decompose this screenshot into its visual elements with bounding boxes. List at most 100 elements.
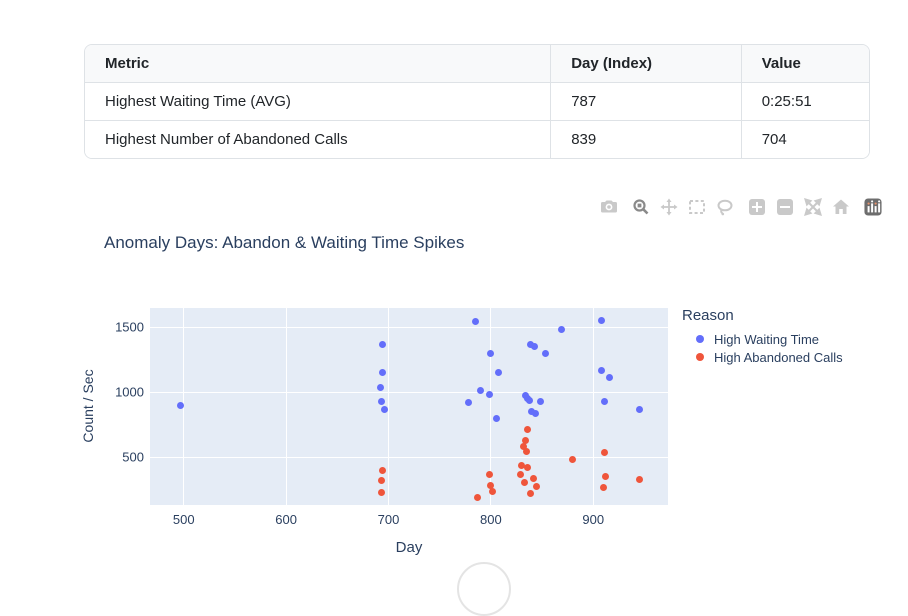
scatter-point-abandoned[interactable] <box>569 455 577 463</box>
scatter-point-waiting[interactable] <box>558 325 566 333</box>
table-row: Highest Number of Abandoned Calls 839 70… <box>85 119 869 158</box>
loading-arc <box>457 562 511 616</box>
lasso-select-button[interactable] <box>716 198 734 216</box>
scatter-point-abandoned[interactable] <box>533 483 541 491</box>
y-tick-label: 1500 <box>115 319 144 335</box>
cell-metric: Highest Number of Abandoned Calls <box>85 119 552 158</box>
scatter-point-waiting[interactable] <box>597 366 605 374</box>
scatter-point-abandoned[interactable] <box>530 474 538 482</box>
x-tick-label: 800 <box>480 512 502 527</box>
scatter-point-abandoned[interactable] <box>518 461 526 469</box>
scatter-point-abandoned[interactable] <box>635 475 643 483</box>
magnifier-icon <box>633 199 649 215</box>
autoscale-button[interactable] <box>804 198 822 216</box>
legend-marker-red <box>696 353 704 361</box>
box-select-icon <box>689 200 705 214</box>
scatter-point-waiting[interactable] <box>378 340 386 348</box>
zoom-out-button[interactable] <box>776 198 794 216</box>
y-axis-title: Count / Sec <box>80 369 96 443</box>
scatter-point-waiting[interactable] <box>380 405 388 413</box>
gridline-x-600 <box>285 308 287 505</box>
x-tick-label: 500 <box>172 512 195 527</box>
zoom-button[interactable] <box>632 198 650 216</box>
cell-metric: Highest Waiting Time (AVG) <box>85 81 552 121</box>
scatter-point-waiting[interactable] <box>528 407 536 415</box>
scatter-point-abandoned[interactable] <box>486 470 494 478</box>
scatter-point-waiting[interactable] <box>494 369 502 377</box>
scatter-point-waiting[interactable] <box>378 369 386 377</box>
metrics-table: Metric Day (Index) Value Highest Waiting… <box>84 44 870 159</box>
camera-icon <box>601 200 617 213</box>
scatter-point-abandoned[interactable] <box>489 487 497 495</box>
scatter-point-abandoned[interactable] <box>523 447 531 455</box>
pan-arrows-icon <box>660 198 678 216</box>
scatter-point-waiting[interactable] <box>527 341 535 349</box>
scatter-point-waiting[interactable] <box>477 387 485 395</box>
scatter-point-waiting[interactable] <box>486 391 494 399</box>
x-tick-label: 700 <box>377 512 400 527</box>
legend-item-high-waiting-time[interactable]: High Waiting Time <box>682 330 843 348</box>
box-select-button[interactable] <box>688 198 706 216</box>
cell-value: 704 <box>740 119 869 158</box>
scatter-point-abandoned[interactable] <box>527 490 535 498</box>
scatter-point-waiting[interactable] <box>526 396 534 404</box>
scatter-point-waiting[interactable] <box>464 398 472 406</box>
scatter-point-waiting[interactable] <box>492 414 500 422</box>
legend-marker-blue <box>696 335 704 343</box>
legend-label: High Abandoned Calls <box>714 349 843 365</box>
col-header-day: Day (Index) <box>550 45 742 83</box>
scatter-point-abandoned[interactable] <box>602 473 610 481</box>
scatter-point-waiting[interactable] <box>635 406 643 414</box>
scatter-point-abandoned[interactable] <box>524 426 532 434</box>
scatter-point-abandoned[interactable] <box>601 449 609 457</box>
zoom-in-button[interactable] <box>748 198 766 216</box>
scatter-point-waiting[interactable] <box>536 397 544 405</box>
x-tick-label: 900 <box>582 512 605 527</box>
scatter-point-abandoned[interactable] <box>524 463 532 471</box>
x-tick-label: 600 <box>275 512 297 527</box>
scatter-point-waiting[interactable] <box>487 349 495 357</box>
lasso-icon <box>717 199 733 216</box>
plotly-logo-button[interactable] <box>864 198 882 216</box>
scatter-point-abandoned[interactable] <box>377 477 385 485</box>
scatter-point-abandoned[interactable] <box>474 494 482 502</box>
plus-icon <box>749 199 765 215</box>
scatter-point-waiting[interactable] <box>376 383 384 391</box>
gridline-x-700 <box>388 308 390 505</box>
x-axis-title: Day <box>395 539 423 556</box>
download-plot-button[interactable] <box>600 198 618 216</box>
scatter-point-waiting[interactable] <box>177 401 185 409</box>
table-row: Highest Waiting Time (AVG) 787 0:25:51 <box>85 81 869 121</box>
scatter-point-waiting[interactable] <box>597 317 605 325</box>
reset-axes-button[interactable] <box>832 198 850 216</box>
chart-legend: Reason High Waiting Time High Abandoned … <box>682 307 843 366</box>
scatter-point-waiting[interactable] <box>531 343 539 351</box>
scatter-point-abandoned[interactable] <box>487 481 495 489</box>
cell-day: 787 <box>550 81 742 121</box>
page: { "table": { "headers": ["Metric", "Day … <box>80 44 882 616</box>
scatter-point-waiting[interactable] <box>377 397 385 405</box>
pan-button[interactable] <box>660 198 678 216</box>
cell-day: 839 <box>550 119 742 158</box>
plot-area[interactable] <box>150 308 668 505</box>
scatter-point-abandoned[interactable] <box>600 484 607 492</box>
col-header-value: Value <box>740 45 869 83</box>
autoscale-icon <box>804 198 822 216</box>
scatter-point-abandoned[interactable] <box>522 436 530 444</box>
table-header-row: Metric Day (Index) Value <box>85 45 869 83</box>
legend-title: Reason <box>682 307 734 324</box>
scatter-point-waiting[interactable] <box>472 317 480 325</box>
scatter-point-abandoned[interactable] <box>378 466 386 474</box>
scatter-point-waiting[interactable] <box>601 397 609 405</box>
scatter-point-waiting[interactable] <box>541 350 549 358</box>
gridline-x-900 <box>592 308 594 505</box>
scatter-point-abandoned[interactable] <box>517 470 525 478</box>
legend-item-high-abandoned-calls[interactable]: High Abandoned Calls <box>682 348 843 366</box>
scatter-point-abandoned[interactable] <box>521 479 529 487</box>
scatter-point-abandoned[interactable] <box>377 488 385 496</box>
scatter-point-abandoned[interactable] <box>520 442 528 450</box>
scatter-point-waiting[interactable] <box>606 373 614 381</box>
gridline-y-1500 <box>150 326 668 328</box>
scatter-point-waiting[interactable] <box>532 409 540 417</box>
y-tick-label: 500 <box>122 449 144 465</box>
